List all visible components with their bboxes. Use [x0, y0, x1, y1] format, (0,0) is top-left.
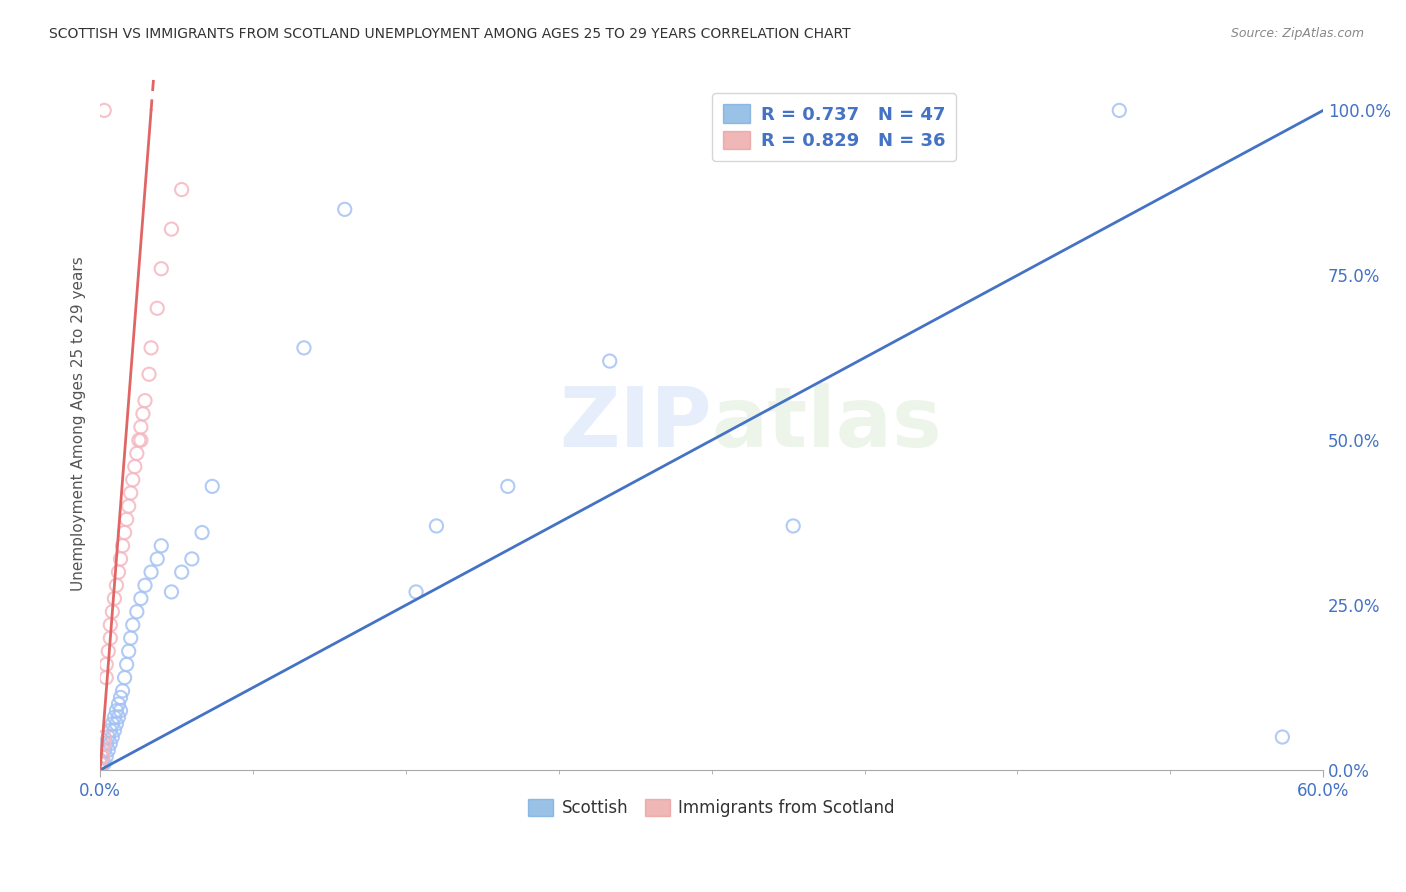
- Text: SCOTTISH VS IMMIGRANTS FROM SCOTLAND UNEMPLOYMENT AMONG AGES 25 TO 29 YEARS CORR: SCOTTISH VS IMMIGRANTS FROM SCOTLAND UNE…: [49, 27, 851, 41]
- Point: [496, 479, 519, 493]
- Point: [124, 459, 146, 474]
- Point: [782, 519, 804, 533]
- Point: [115, 512, 138, 526]
- Point: [93, 737, 115, 751]
- Point: [118, 499, 141, 513]
- Point: [91, 749, 114, 764]
- Point: [120, 631, 142, 645]
- Point: [201, 479, 224, 493]
- Text: Source: ZipAtlas.com: Source: ZipAtlas.com: [1230, 27, 1364, 40]
- Point: [110, 690, 132, 705]
- Text: ZIP: ZIP: [560, 384, 711, 464]
- Point: [96, 671, 118, 685]
- Point: [425, 519, 447, 533]
- Point: [405, 585, 427, 599]
- Point: [138, 368, 160, 382]
- Point: [114, 525, 136, 540]
- Point: [96, 737, 118, 751]
- Legend: Scottish, Immigrants from Scotland: Scottish, Immigrants from Scotland: [522, 792, 901, 824]
- Point: [599, 354, 621, 368]
- Point: [146, 301, 169, 316]
- Point: [97, 644, 120, 658]
- Point: [160, 585, 183, 599]
- Point: [103, 710, 125, 724]
- Point: [121, 618, 143, 632]
- Point: [89, 763, 111, 777]
- Point: [96, 657, 118, 672]
- Point: [98, 618, 121, 632]
- Point: [125, 605, 148, 619]
- Point: [98, 723, 121, 738]
- Point: [107, 710, 129, 724]
- Point: [139, 341, 162, 355]
- Point: [129, 591, 152, 606]
- Point: [120, 486, 142, 500]
- Point: [110, 552, 132, 566]
- Point: [139, 565, 162, 579]
- Point: [180, 552, 202, 566]
- Point: [103, 723, 125, 738]
- Point: [134, 578, 156, 592]
- Point: [191, 525, 214, 540]
- Point: [91, 749, 114, 764]
- Point: [93, 730, 115, 744]
- Y-axis label: Unemployment Among Ages 25 to 29 years: Unemployment Among Ages 25 to 29 years: [72, 256, 86, 591]
- Point: [170, 183, 193, 197]
- Point: [91, 756, 114, 771]
- Point: [110, 704, 132, 718]
- Point: [333, 202, 356, 217]
- Point: [1108, 103, 1130, 118]
- Point: [89, 763, 111, 777]
- Point: [93, 743, 115, 757]
- Point: [111, 683, 134, 698]
- Point: [1271, 730, 1294, 744]
- Point: [96, 749, 118, 764]
- Point: [292, 341, 315, 355]
- Point: [101, 730, 124, 744]
- Point: [129, 434, 152, 448]
- Point: [129, 420, 152, 434]
- Point: [105, 578, 128, 592]
- Point: [105, 704, 128, 718]
- Point: [97, 730, 120, 744]
- Point: [105, 716, 128, 731]
- Point: [132, 407, 155, 421]
- Point: [150, 539, 173, 553]
- Text: atlas: atlas: [711, 384, 942, 464]
- Point: [98, 631, 121, 645]
- Point: [97, 743, 120, 757]
- Point: [93, 103, 115, 118]
- Point: [150, 261, 173, 276]
- Point: [107, 697, 129, 711]
- Point: [118, 644, 141, 658]
- Point: [146, 552, 169, 566]
- Point: [121, 473, 143, 487]
- Point: [111, 539, 134, 553]
- Point: [103, 591, 125, 606]
- Point: [115, 657, 138, 672]
- Point: [125, 446, 148, 460]
- Point: [170, 565, 193, 579]
- Point: [114, 671, 136, 685]
- Point: [160, 222, 183, 236]
- Point: [101, 716, 124, 731]
- Point: [98, 737, 121, 751]
- Point: [128, 434, 150, 448]
- Point: [89, 756, 111, 771]
- Point: [134, 393, 156, 408]
- Point: [107, 565, 129, 579]
- Point: [101, 605, 124, 619]
- Point: [93, 756, 115, 771]
- Point: [91, 743, 114, 757]
